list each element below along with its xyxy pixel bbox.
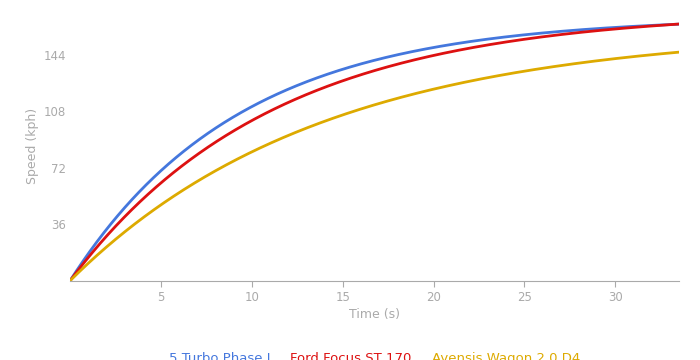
5 Turbo Phase I (172, 156, 180, 160)
Y-axis label: Speed (kph): Speed (kph) (26, 108, 39, 184)
Ford Focus ST 170 (66, 279, 74, 283)
5 Turbo Phase I (675, 22, 683, 26)
Ford Focus ST 170 (597, 28, 606, 32)
Ford Focus ST 170 (172, 169, 180, 173)
Avensis Wagon 2.0 D4 (300, 127, 308, 131)
Ford Focus ST 170 (326, 83, 334, 87)
Line: Ford Focus ST 170: Ford Focus ST 170 (70, 24, 679, 281)
Avensis Wagon 2.0 D4 (326, 117, 334, 122)
Line: Avensis Wagon 2.0 D4: Avensis Wagon 2.0 D4 (70, 52, 679, 281)
Ford Focus ST 170 (300, 94, 308, 98)
X-axis label: Time (s): Time (s) (349, 308, 400, 321)
Avensis Wagon 2.0 D4 (597, 58, 606, 62)
5 Turbo Phase I (663, 23, 671, 27)
Ford Focus ST 170 (663, 23, 671, 27)
Ford Focus ST 170 (675, 22, 683, 26)
Avensis Wagon 2.0 D4 (675, 50, 683, 54)
5 Turbo Phase I (326, 71, 334, 76)
Legend: 5 Turbo Phase I, Ford Focus ST 170, Avensis Wagon 2.0 D4: 5 Turbo Phase I, Ford Focus ST 170, Aven… (164, 347, 585, 360)
Avensis Wagon 2.0 D4 (172, 193, 180, 197)
Avensis Wagon 2.0 D4 (66, 279, 74, 283)
5 Turbo Phase I (597, 26, 606, 31)
5 Turbo Phase I (300, 81, 308, 85)
Avensis Wagon 2.0 D4 (663, 51, 671, 55)
Ford Focus ST 170 (135, 200, 143, 204)
5 Turbo Phase I (135, 189, 143, 194)
Avensis Wagon 2.0 D4 (135, 218, 143, 222)
5 Turbo Phase I (66, 279, 74, 283)
Line: 5 Turbo Phase I: 5 Turbo Phase I (70, 24, 679, 281)
